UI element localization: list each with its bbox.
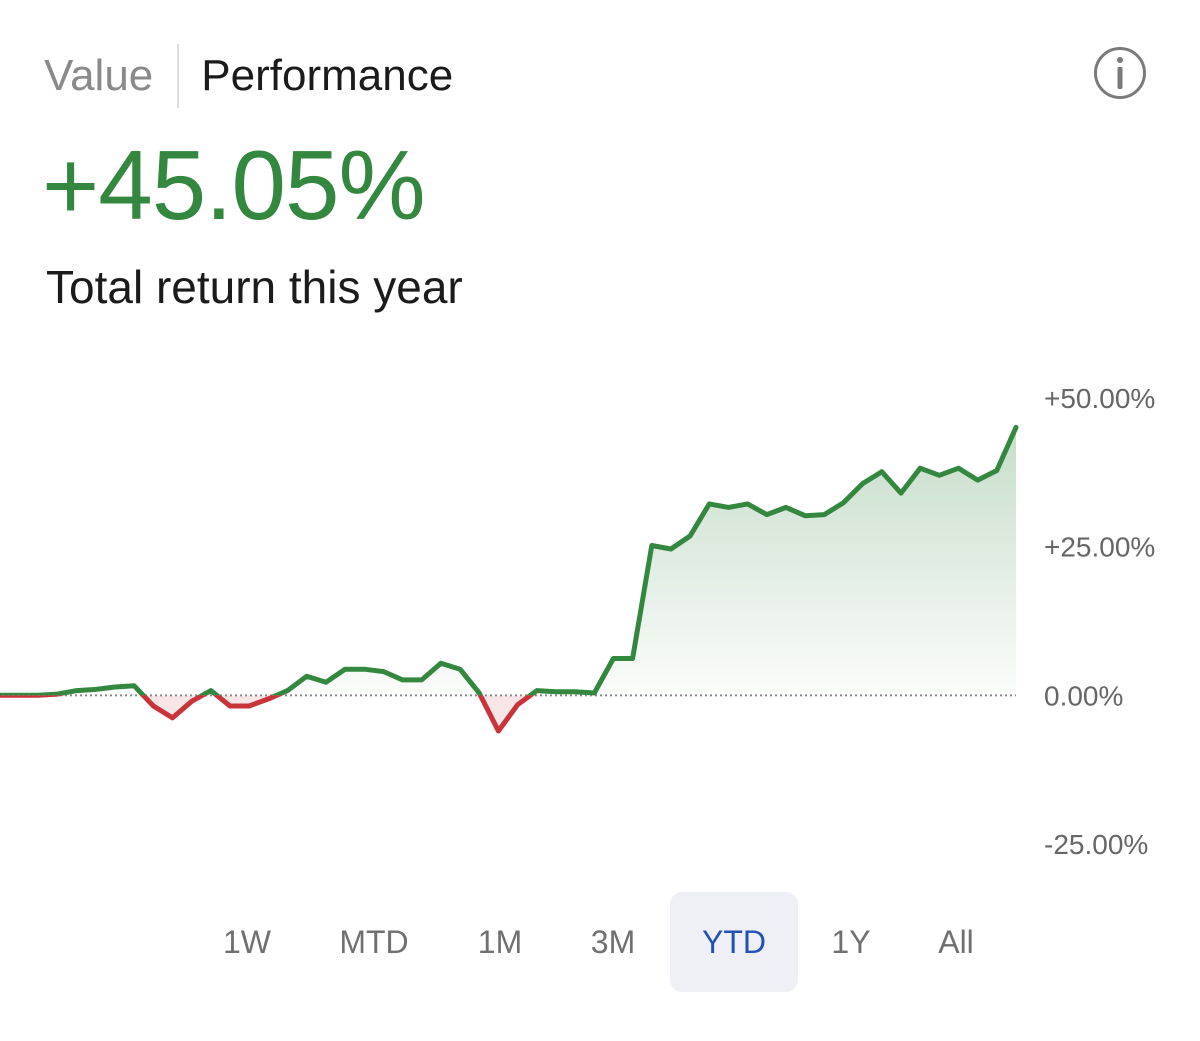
y-tick-label: +50.00% bbox=[1044, 383, 1155, 414]
tab-divider bbox=[177, 44, 180, 108]
series-line-positive bbox=[0, 424, 1019, 696]
y-tick-label: +25.00% bbox=[1044, 532, 1155, 563]
range-ytd-button[interactable]: YTD bbox=[670, 892, 798, 992]
time-range-selector: 1W MTD 1M 3M YTD 1Y All bbox=[0, 892, 1200, 992]
info-circle-icon bbox=[1117, 57, 1123, 89]
range-mtd-button[interactable]: MTD bbox=[339, 923, 409, 960]
tab-performance[interactable]: Performance bbox=[201, 51, 454, 100]
y-tick-label: 0.00% bbox=[1044, 680, 1123, 711]
view-tabs: Value Performance bbox=[44, 44, 453, 108]
positive-area-fill bbox=[0, 427, 1016, 696]
range-1w-button[interactable]: 1W bbox=[223, 923, 271, 960]
y-axis-ticks: +50.00% +25.00% 0.00% -25.00% bbox=[1044, 383, 1155, 860]
chart-line-layer bbox=[0, 424, 1019, 734]
range-1y-button[interactable]: 1Y bbox=[831, 923, 871, 960]
y-tick-label: -25.00% bbox=[1044, 829, 1148, 860]
range-1m-button[interactable]: 1M bbox=[477, 923, 523, 960]
info-button[interactable] bbox=[1094, 47, 1146, 99]
range-all-button[interactable]: All bbox=[938, 923, 974, 960]
chart-fill-layer bbox=[0, 427, 1016, 731]
total-return-value: +45.05% bbox=[42, 130, 426, 240]
total-return-label: Total return this year bbox=[46, 261, 463, 313]
series-line-negative bbox=[0, 695, 596, 734]
range-3m-button[interactable]: 3M bbox=[590, 923, 636, 960]
tab-value[interactable]: Value bbox=[44, 51, 154, 100]
